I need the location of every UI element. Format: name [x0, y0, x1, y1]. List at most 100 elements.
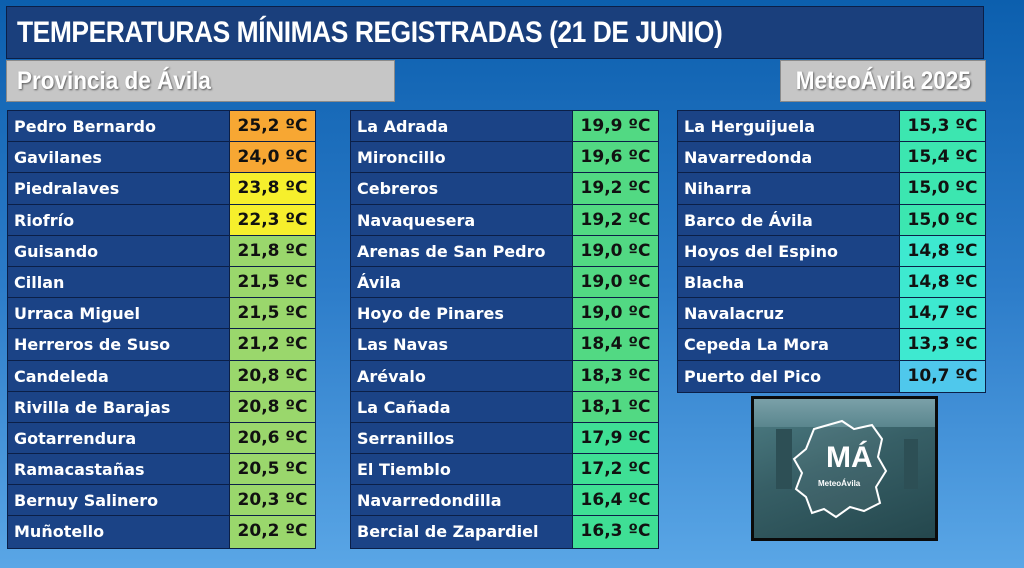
- temperature-value: 15,0 ºC: [900, 204, 985, 235]
- page-title: TEMPERATURAS MÍNIMAS REGISTRADAS (21 DE …: [17, 15, 723, 49]
- temperature-value: 13,3 ºC: [900, 329, 985, 360]
- temperature-value: 16,4 ºC: [573, 485, 658, 516]
- table-row: La Herguijuela 15,3 ºC: [678, 111, 985, 143]
- temperature-value: 15,4 ºC: [900, 142, 985, 173]
- table-row: Cepeda La Mora 13,3 ºC: [678, 329, 985, 361]
- table-row: Mironcillo 19,6 ºC: [351, 142, 658, 174]
- table-row: Navarredonda 15,4 ºC: [678, 142, 985, 174]
- table-row: Blacha 14,8 ºC: [678, 266, 985, 299]
- table-row: Urraca Miguel 21,5 ºC: [8, 298, 315, 330]
- location-name: Barco de Ávila: [678, 204, 900, 235]
- temperature-value: 19,0 ºC: [573, 298, 658, 329]
- location-name: Gavilanes: [8, 142, 230, 173]
- location-name: Herreros de Suso: [8, 329, 230, 360]
- temperature-value: 22,3 ºC: [230, 204, 315, 235]
- temperature-value: 20,6 ºC: [230, 422, 315, 454]
- location-name: Cepeda La Mora: [678, 329, 900, 360]
- table-row: El Tiemblo 17,2 ºC: [351, 454, 658, 486]
- temperature-value: 14,8 ºC: [900, 235, 985, 266]
- location-name: Hoyo de Pinares: [351, 298, 573, 329]
- temperature-value: 18,4 ºC: [573, 329, 658, 360]
- location-name: Navarredonda: [678, 142, 900, 173]
- table-row: Barco de Ávila 15,0 ºC: [678, 204, 985, 236]
- location-name: El Tiemblo: [351, 454, 573, 485]
- location-name: Muñotello: [8, 516, 230, 548]
- location-name: Cebreros: [351, 173, 573, 204]
- temperature-value: 19,6 ºC: [573, 142, 658, 173]
- temperature-value: 19,2 ºC: [573, 204, 658, 235]
- location-name: La Adrada: [351, 111, 573, 142]
- temperature-value: 16,3 ºC: [573, 516, 658, 548]
- location-name: Piedralaves: [8, 173, 230, 204]
- table-row: Navarredondilla 16,4 ºC: [351, 485, 658, 517]
- temperature-value: 20,2 ºC: [230, 516, 315, 548]
- logo-tower-right: [904, 439, 918, 489]
- location-name: Bercial de Zapardiel: [351, 516, 573, 548]
- location-name: Urraca Miguel: [8, 298, 230, 329]
- temperature-value: 15,0 ºC: [900, 173, 985, 204]
- temperature-value: 21,8 ºC: [230, 235, 315, 266]
- temperature-value: 14,8 ºC: [900, 266, 985, 298]
- location-name: Las Navas: [351, 329, 573, 360]
- location-name: Gotarrendura: [8, 422, 230, 454]
- temperature-value: 21,5 ºC: [230, 298, 315, 329]
- province-label-box: Provincia de Ávila: [6, 60, 395, 102]
- logo-mark: MÁ: [826, 441, 873, 474]
- temperature-value: 18,1 ºC: [573, 391, 658, 422]
- table-row: La Adrada 19,9 ºC: [351, 111, 658, 143]
- location-name: Rivilla de Barajas: [8, 391, 230, 422]
- location-name: Navalacruz: [678, 298, 900, 329]
- table-row: Gotarrendura 20,6 ºC: [8, 422, 315, 455]
- temperature-value: 20,8 ºC: [230, 391, 315, 422]
- temperature-value: 20,3 ºC: [230, 485, 315, 516]
- location-name: Arenas de San Pedro: [351, 235, 573, 266]
- location-name: Mironcillo: [351, 142, 573, 173]
- temperature-value: 17,2 ºC: [573, 454, 658, 485]
- table-row: Navalacruz 14,7 ºC: [678, 298, 985, 330]
- location-name: Cillan: [8, 266, 230, 298]
- table-row: Ramacastañas 20,5 ºC: [8, 454, 315, 486]
- province-label: Provincia de Ávila: [17, 66, 211, 95]
- location-name: Navaquesera: [351, 204, 573, 235]
- temperature-value: 18,3 ºC: [573, 360, 658, 391]
- temperature-value: 10,7 ºC: [900, 360, 985, 392]
- location-name: Candeleda: [8, 360, 230, 391]
- temperature-table-column-1: Pedro Bernardo 25,2 ºC Gavilanes 24,0 ºC Pie…: [7, 110, 316, 549]
- location-name: Puerto del Pico: [678, 360, 900, 392]
- temperature-value: 19,0 ºC: [573, 235, 658, 266]
- temperature-value: 20,5 ºC: [230, 454, 315, 485]
- location-name: Serranillos: [351, 422, 573, 454]
- table-row: Rivilla de Barajas 20,8 ºC: [8, 391, 315, 423]
- table-row: Navaquesera 19,2 ºC: [351, 204, 658, 236]
- location-name: Bernuy Salinero: [8, 485, 230, 516]
- table-row: Hoyos del Espino 14,8 ºC: [678, 235, 985, 267]
- meteoavila-logo-image: MÁ MeteoÁvila: [751, 396, 938, 541]
- logo-tower-left: [776, 429, 792, 489]
- title-bar: TEMPERATURAS MÍNIMAS REGISTRADAS (21 DE …: [6, 6, 984, 59]
- location-name: Ramacastañas: [8, 454, 230, 485]
- temperature-value: 21,5 ºC: [230, 266, 315, 298]
- location-name: Ávila: [351, 266, 573, 298]
- table-row: Muñotello 20,2 ºC: [8, 516, 315, 548]
- location-name: Blacha: [678, 266, 900, 298]
- location-name: Riofrío: [8, 204, 230, 235]
- location-name: La Cañada: [351, 391, 573, 422]
- table-row: Riofrío 22,3 ºC: [8, 204, 315, 236]
- logo-brand-name: MeteoÁvila: [818, 479, 861, 488]
- temperature-value: 24,0 ºC: [230, 142, 315, 173]
- temperature-value: 23,8 ºC: [230, 173, 315, 204]
- temperature-table-column-2: La Adrada 19,9 ºC Mironcillo 19,6 ºC Cebrero…: [350, 110, 659, 549]
- temperature-value: 20,8 ºC: [230, 360, 315, 391]
- table-row: Serranillos 17,9 ºC: [351, 422, 658, 455]
- temperature-table-column-3: La Herguijuela 15,3 ºC Navarredonda 15,4 ºC…: [677, 110, 986, 393]
- table-row: Bercial de Zapardiel 16,3 ºC: [351, 516, 658, 548]
- temperature-value: 19,9 ºC: [573, 111, 658, 142]
- table-row: Gavilanes 24,0 ºC: [8, 142, 315, 174]
- location-name: Hoyos del Espino: [678, 235, 900, 266]
- table-row: Pedro Bernardo 25,2 ºC: [8, 111, 315, 143]
- location-name: Niharra: [678, 173, 900, 204]
- table-row: Niharra 15,0 ºC: [678, 173, 985, 205]
- table-row: La Cañada 18,1 ºC: [351, 391, 658, 423]
- province-outline-icon: [792, 419, 888, 519]
- location-name: La Herguijuela: [678, 111, 900, 142]
